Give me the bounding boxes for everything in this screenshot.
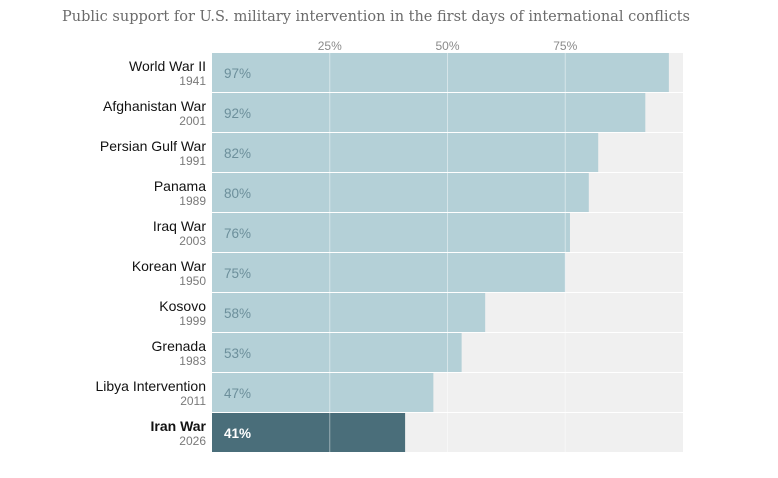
value-label: 76% <box>224 226 251 241</box>
value-label: 92% <box>224 106 251 121</box>
bar <box>212 333 462 372</box>
category-label: Kosovo <box>159 298 206 314</box>
year-label: 1941 <box>179 74 206 88</box>
category-label: Iran War <box>151 418 207 434</box>
year-label: 2001 <box>179 114 206 128</box>
value-label: 58% <box>224 306 251 321</box>
year-label: 2026 <box>179 434 206 448</box>
year-label: 1950 <box>179 274 206 288</box>
bar <box>212 173 589 212</box>
year-label: 1999 <box>179 314 206 328</box>
category-label: Iraq War <box>153 218 206 234</box>
x-tick-label: 50% <box>435 39 459 53</box>
value-label: 41% <box>224 426 251 441</box>
year-label: 2011 <box>180 394 206 408</box>
value-label: 75% <box>224 266 251 281</box>
value-label: 97% <box>224 66 251 81</box>
year-label: 1991 <box>179 154 206 168</box>
bar <box>212 413 406 452</box>
bar <box>212 53 669 92</box>
chart-title: Public support for U.S. military interve… <box>62 9 690 25</box>
value-label: 53% <box>224 346 251 361</box>
value-label: 80% <box>224 186 251 201</box>
category-label: Persian Gulf War <box>100 138 206 154</box>
year-label: 1983 <box>179 354 206 368</box>
category-label: World War II <box>129 58 206 74</box>
bar <box>212 293 486 332</box>
bar <box>212 373 434 412</box>
bar <box>212 253 566 292</box>
bar <box>212 133 599 172</box>
year-label: 1989 <box>179 194 206 208</box>
category-label: Korean War <box>132 258 207 274</box>
value-label: 47% <box>224 386 251 401</box>
year-label: 2003 <box>179 234 206 248</box>
x-tick-label: 75% <box>553 39 577 53</box>
category-label: Panama <box>154 178 206 194</box>
x-tick-label: 25% <box>318 39 342 53</box>
bar <box>212 213 570 252</box>
category-label: Libya Intervention <box>95 378 206 394</box>
value-label: 82% <box>224 146 251 161</box>
bar <box>212 93 646 132</box>
category-label: Afghanistan War <box>103 98 206 114</box>
category-label: Grenada <box>152 338 207 354</box>
